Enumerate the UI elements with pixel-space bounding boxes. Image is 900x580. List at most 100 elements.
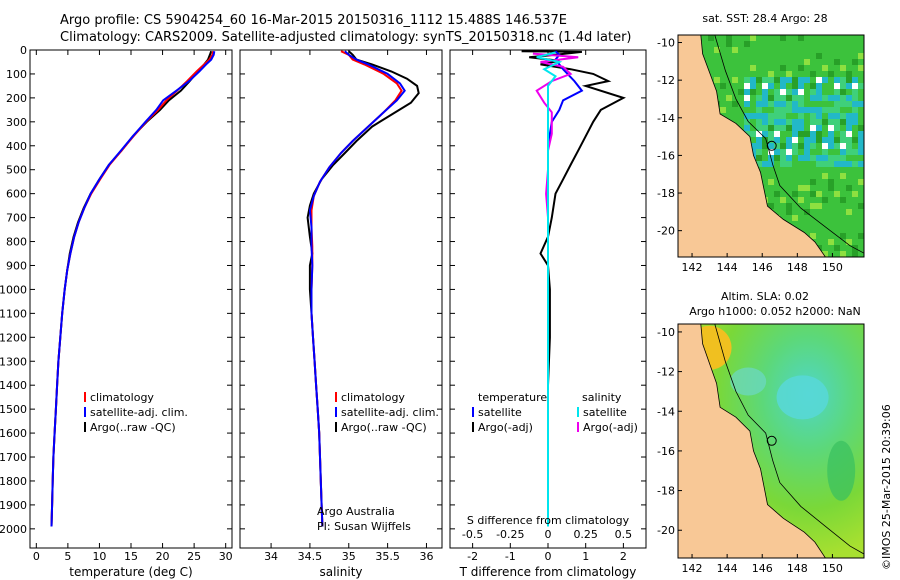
sst-cell [828, 131, 834, 137]
sst-cell [762, 101, 768, 107]
sst-cell [750, 47, 756, 53]
sst-cell [708, 35, 714, 41]
sst-cell [846, 125, 852, 131]
sst-cell [852, 227, 858, 233]
sst-cell [792, 53, 798, 59]
sst-cell [858, 119, 864, 125]
sst-cell [768, 125, 774, 131]
sst-cell [714, 65, 720, 71]
sst-cell [798, 209, 804, 215]
sst-cell [798, 167, 804, 173]
sst-cell [792, 137, 798, 143]
legend-label: climatology [341, 391, 405, 404]
sst-cell [834, 41, 840, 47]
sst-cell [816, 215, 822, 221]
sst-cell [744, 101, 750, 107]
sst-cell [834, 191, 840, 197]
sst-cell [828, 53, 834, 59]
sst-cell [738, 65, 744, 71]
sst-cell [756, 131, 762, 137]
sst-cell [768, 41, 774, 47]
sst-cell [768, 167, 774, 173]
sst-cell [786, 119, 792, 125]
sst-cell [816, 71, 822, 77]
sst-cell [816, 167, 822, 173]
sst-cell [762, 65, 768, 71]
sst-cell [858, 161, 864, 167]
sst-cell [798, 95, 804, 101]
sst-cell [852, 137, 858, 143]
sst-cell [774, 77, 780, 83]
sst-cell [738, 35, 744, 41]
sst-cell [810, 47, 816, 53]
sst-cell [828, 227, 834, 233]
sst-cell [834, 95, 840, 101]
sst-cell [792, 185, 798, 191]
sst-cell [744, 95, 750, 101]
map-lon-label: 146 [752, 562, 773, 575]
sst-cell [762, 89, 768, 95]
sst-cell [852, 143, 858, 149]
sst-cell [852, 221, 858, 227]
sst-cell [852, 251, 858, 257]
sst-cell [810, 131, 816, 137]
sst-cell [762, 143, 768, 149]
sst-cell [714, 35, 720, 41]
sst-cell [816, 179, 822, 185]
sst-cell [822, 113, 828, 119]
salinity-lines [306, 50, 420, 527]
sst-cell [846, 209, 852, 215]
sst-cell [810, 41, 816, 47]
sst-cell [852, 101, 858, 107]
sst-cell [834, 77, 840, 83]
sst-cell [780, 47, 786, 53]
sst-cell [744, 35, 750, 41]
series-line-satellite-adj-clim- [50, 51, 216, 527]
map-lat-label: -18 [657, 485, 675, 498]
s-difference-label: S difference from climatology [467, 514, 630, 527]
sst-cell [792, 95, 798, 101]
sst-cell [732, 77, 738, 83]
difference-ticks: -2 -1 0 1 2 -0.5 -0.25 0 0.25 0.5 [450, 49, 646, 563]
sst-cell [840, 161, 846, 167]
legend-label: Argo(-adj) [583, 421, 638, 434]
sst-cell [780, 107, 786, 113]
sst-cell [738, 119, 744, 125]
sst-cell [858, 245, 864, 251]
sst-cell [780, 191, 786, 197]
sst-cell [798, 77, 804, 83]
sst-cell [834, 215, 840, 221]
map-field [678, 324, 864, 558]
sst-cell [822, 137, 828, 143]
sst-cell [702, 53, 708, 59]
sst-cell [702, 47, 708, 53]
sst-cell [792, 221, 798, 227]
argo-position-marker [766, 435, 777, 446]
series-line-satellite-adj-clim- [308, 50, 406, 527]
sst-cell [774, 167, 780, 173]
sst-cell [768, 107, 774, 113]
sst-cell [822, 77, 828, 83]
sst-cell [756, 77, 762, 83]
sst-cell [756, 59, 762, 65]
sst-cell [816, 227, 822, 233]
sst-cell [804, 41, 810, 47]
sst-cell [828, 137, 834, 143]
sst-map: 142 144 146 148 150 -10 -12 -14 -16 -18 -20 [657, 34, 865, 274]
sst-cell [756, 107, 762, 113]
sst-cell [780, 41, 786, 47]
sst-cell [720, 71, 726, 77]
sst-cell [852, 185, 858, 191]
sst-cell [816, 107, 822, 113]
sst-cell [804, 149, 810, 155]
sst-cell [732, 59, 738, 65]
sst-cell [858, 251, 864, 257]
sst-cell [798, 149, 804, 155]
sst-cell [810, 53, 816, 59]
x-tick-label: 34 [264, 550, 278, 563]
sst-cell [756, 95, 762, 101]
sst-cell [774, 161, 780, 167]
sst-cell [804, 161, 810, 167]
depth-tick-label: 1200 [0, 331, 27, 344]
sst-cell [834, 239, 840, 245]
